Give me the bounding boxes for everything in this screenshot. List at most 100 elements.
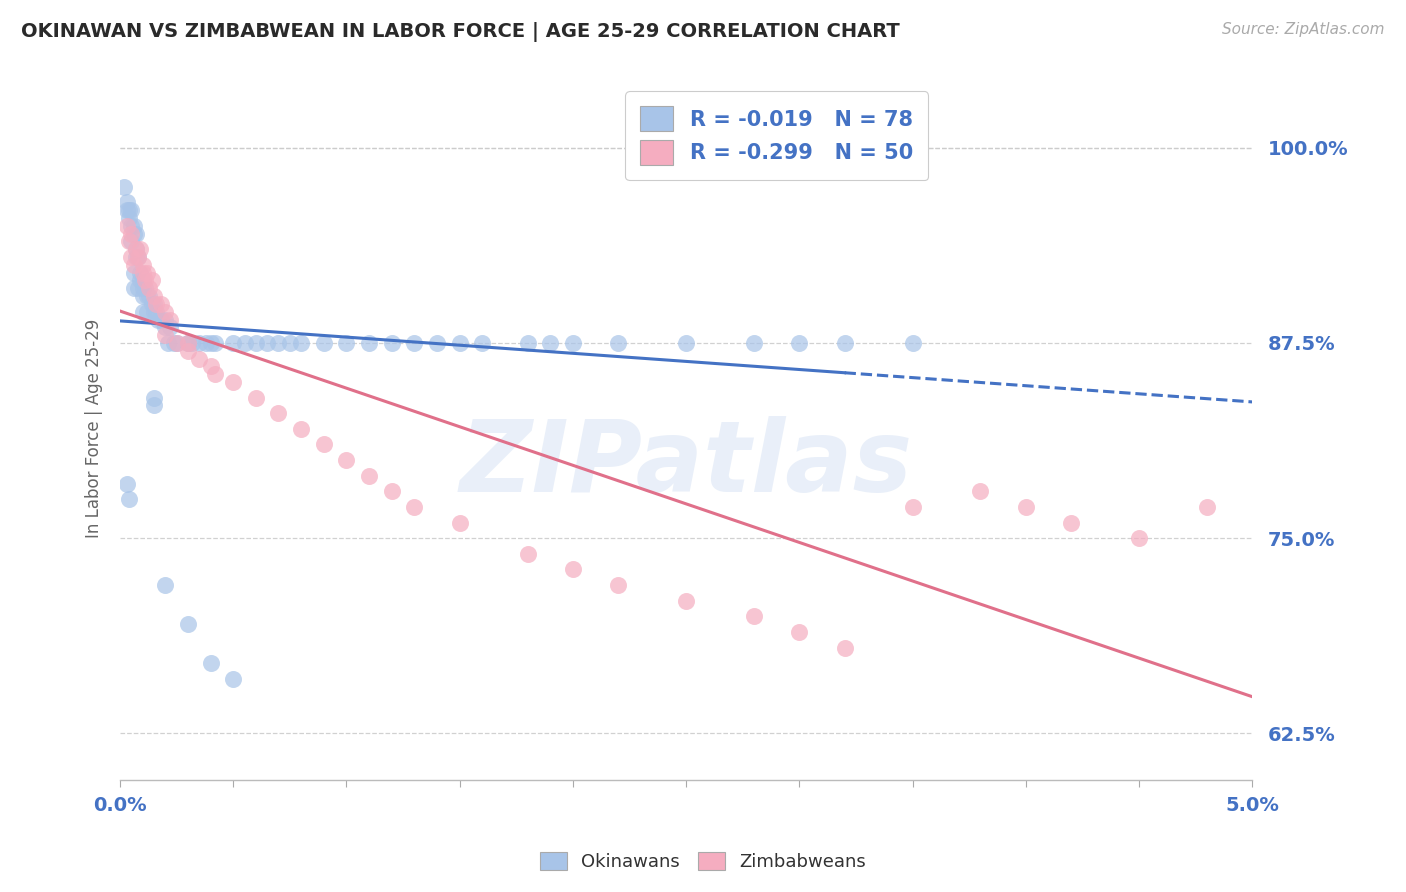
Point (278, 335, 301, 350)
Point (155, 578, 177, 592)
Point (155, 328, 177, 343)
Point (1195, 500, 1218, 514)
Point (156, 335, 179, 350)
Point (312, 335, 335, 350)
Point (131, 266, 153, 280)
Point (125, 227, 148, 241)
Point (141, 273, 163, 287)
Point (177, 335, 200, 350)
Text: ZIPatlas: ZIPatlas (460, 416, 912, 513)
Point (335, 453, 357, 467)
Point (138, 289, 160, 303)
Text: OKINAWAN VS ZIMBABWEAN IN LABOR FORCE | AGE 25-29 CORRELATION CHART: OKINAWAN VS ZIMBABWEAN IN LABOR FORCE | … (21, 22, 900, 42)
Point (120, 219, 142, 233)
Point (118, 235, 141, 249)
Point (357, 468, 380, 483)
Point (561, 335, 583, 350)
Point (312, 437, 335, 451)
Point (115, 195, 138, 210)
Point (120, 203, 142, 218)
Point (131, 281, 153, 295)
Point (114, 179, 136, 194)
Y-axis label: In Labor Force | Age 25-29: In Labor Force | Age 25-29 (86, 319, 103, 539)
Point (149, 312, 172, 326)
Point (381, 484, 404, 499)
Point (125, 250, 148, 264)
Point (163, 335, 186, 350)
Point (245, 335, 267, 350)
Point (155, 320, 177, 334)
Point (131, 304, 153, 318)
Point (256, 335, 278, 350)
Point (177, 335, 200, 350)
Point (449, 335, 471, 350)
Point (188, 351, 211, 366)
Point (141, 297, 163, 311)
Point (136, 304, 159, 318)
Point (200, 359, 222, 374)
Point (449, 516, 471, 530)
Point (195, 335, 218, 350)
Point (115, 219, 138, 233)
Legend: R = -0.019   N = 78, R = -0.299   N = 50: R = -0.019 N = 78, R = -0.299 N = 50 (626, 91, 928, 179)
Point (142, 289, 165, 303)
Point (120, 250, 142, 264)
Point (166, 335, 188, 350)
Point (200, 335, 222, 350)
Point (148, 312, 170, 326)
Point (290, 335, 312, 350)
Point (115, 203, 138, 218)
Point (125, 242, 148, 256)
Point (200, 656, 222, 670)
Point (834, 335, 856, 350)
Point (290, 422, 312, 436)
Point (120, 227, 142, 241)
Point (122, 266, 145, 280)
Point (516, 547, 538, 561)
Point (177, 343, 200, 358)
Point (118, 203, 141, 218)
Point (166, 335, 188, 350)
Point (125, 242, 148, 256)
Point (149, 297, 172, 311)
Point (129, 266, 152, 280)
Point (426, 335, 449, 350)
Point (142, 297, 165, 311)
Point (357, 335, 380, 350)
Point (177, 617, 200, 632)
Point (145, 297, 167, 311)
Point (267, 406, 290, 420)
Point (131, 258, 153, 272)
Point (1060, 516, 1083, 530)
Point (159, 312, 181, 326)
Point (404, 500, 426, 514)
Point (404, 335, 426, 350)
Point (471, 335, 494, 350)
Point (516, 335, 538, 350)
Point (789, 624, 811, 639)
Point (675, 335, 697, 350)
Point (561, 562, 583, 576)
Point (188, 335, 211, 350)
Point (127, 250, 149, 264)
Point (120, 235, 142, 249)
Point (118, 492, 141, 507)
Point (145, 304, 167, 318)
Point (1219, 813, 1241, 827)
Point (131, 289, 153, 303)
Point (233, 335, 256, 350)
Point (134, 281, 156, 295)
Point (134, 273, 156, 287)
Point (129, 273, 152, 287)
Point (136, 289, 159, 303)
Point (834, 640, 856, 655)
Point (177, 335, 200, 350)
Point (115, 476, 138, 491)
Point (245, 391, 267, 405)
Point (222, 672, 245, 686)
Point (155, 304, 177, 318)
Point (127, 281, 149, 295)
Point (136, 266, 159, 280)
Legend: Okinawans, Zimbabweans: Okinawans, Zimbabweans (533, 845, 873, 879)
Point (142, 304, 165, 318)
